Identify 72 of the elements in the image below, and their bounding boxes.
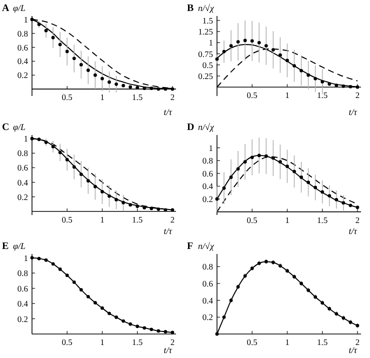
y-tick-label: 1 — [208, 38, 213, 48]
y-tick-label: 0.2 — [202, 194, 213, 204]
chart-title: F — [187, 241, 194, 252]
x-tick-label: 0.5 — [246, 90, 258, 100]
chart-title: C — [2, 122, 10, 133]
x-tick-label: 1.5 — [132, 337, 143, 347]
x-tick-label: 1.5 — [132, 214, 143, 224]
x-tick-label: 2 — [355, 214, 360, 225]
y-axis-title: φ/L — [13, 241, 26, 251]
y-tick-label: 0.2 — [17, 314, 28, 324]
x-tick-label: 1 — [100, 92, 104, 102]
x-tick-label: 0.5 — [62, 214, 72, 224]
x-tick-label: 1 — [100, 214, 104, 224]
x-tick-label: 0.5 — [246, 214, 258, 225]
y-tick-label: 0.4 — [202, 295, 214, 306]
x-tick-label: 2 — [170, 92, 175, 102]
y-tick-label: 0.6 — [17, 162, 28, 173]
y-axis-title: n/√χ — [198, 3, 215, 13]
x-axis-title: t/τ — [348, 226, 358, 236]
x-tick-label: 0.5 — [62, 92, 72, 102]
x-tick-label: 1 — [285, 337, 290, 347]
y-tick-label: 1.5 — [202, 15, 213, 26]
chart-title: A — [2, 3, 10, 14]
x-tick-label: 2 — [355, 337, 360, 347]
y-tick-label: 0.6 — [17, 283, 28, 294]
x-axis-title: t/τ — [164, 226, 173, 236]
y-tick-label: 0.8 — [202, 156, 213, 166]
x-axis-title: t/τ — [164, 345, 173, 355]
x-tick-label: 2 — [355, 90, 360, 100]
x-tick-label: 1.5 — [132, 92, 143, 102]
chart-title: B — [187, 3, 194, 14]
y-tick-label: 0.4 — [17, 56, 29, 66]
x-tick-label: 0.5 — [62, 337, 72, 347]
y-tick-label: 1 — [208, 142, 213, 153]
x-tick-label: 1 — [285, 90, 290, 100]
x-tick-label: 0.5 — [246, 337, 258, 347]
y-tick-label: 0.6 — [202, 168, 213, 178]
x-axis-title: t/τ — [348, 107, 358, 117]
y-tick-label: 1 — [24, 252, 28, 263]
chart-title: D — [187, 122, 194, 133]
y-axis-title: n/√χ — [198, 241, 215, 251]
x-tick-label: 2 — [170, 337, 175, 347]
x-tick-label: 1.5 — [317, 90, 328, 100]
y-axis-title: φ/L — [13, 122, 26, 132]
y-tick-label: 0.6 — [202, 278, 213, 288]
y-tick-label: 0.4 — [202, 181, 214, 192]
x-tick-label: 2 — [170, 214, 175, 224]
x-axis-title: t/τ — [348, 345, 358, 355]
y-tick-label: 1 — [24, 14, 28, 24]
y-tick-label: 0.2 — [202, 312, 213, 322]
y-tick-label: 0.8 — [202, 262, 213, 272]
y-axis-title: φ/L — [13, 3, 26, 13]
y-tick-label: 0.2 — [17, 192, 28, 202]
y-axis-title: n/√χ — [198, 122, 215, 132]
x-tick-label: 1 — [100, 337, 104, 347]
y-tick-label: 0.6 — [17, 42, 28, 52]
y-tick-label: 0.75 — [198, 48, 213, 59]
y-tick-label: 0.4 — [17, 177, 29, 188]
y-tick-label: 1.25 — [198, 26, 213, 37]
y-tick-label: 0.8 — [17, 28, 28, 38]
y-tick-label: 0.25 — [198, 71, 213, 81]
y-tick-label: 1 — [24, 134, 28, 144]
y-tick-label: 0.5 — [202, 60, 213, 70]
chart-title: E — [2, 241, 9, 252]
x-axis-title: t/τ — [164, 107, 173, 117]
y-tick-label: 0.2 — [17, 70, 28, 80]
x-tick-label: 1 — [285, 214, 290, 225]
y-tick-label: 0.4 — [17, 298, 29, 309]
y-tick-label: 0.8 — [17, 148, 28, 158]
x-tick-label: 1.5 — [317, 337, 328, 347]
y-tick-label: 0.8 — [17, 268, 28, 278]
x-tick-label: 1.5 — [317, 214, 328, 225]
